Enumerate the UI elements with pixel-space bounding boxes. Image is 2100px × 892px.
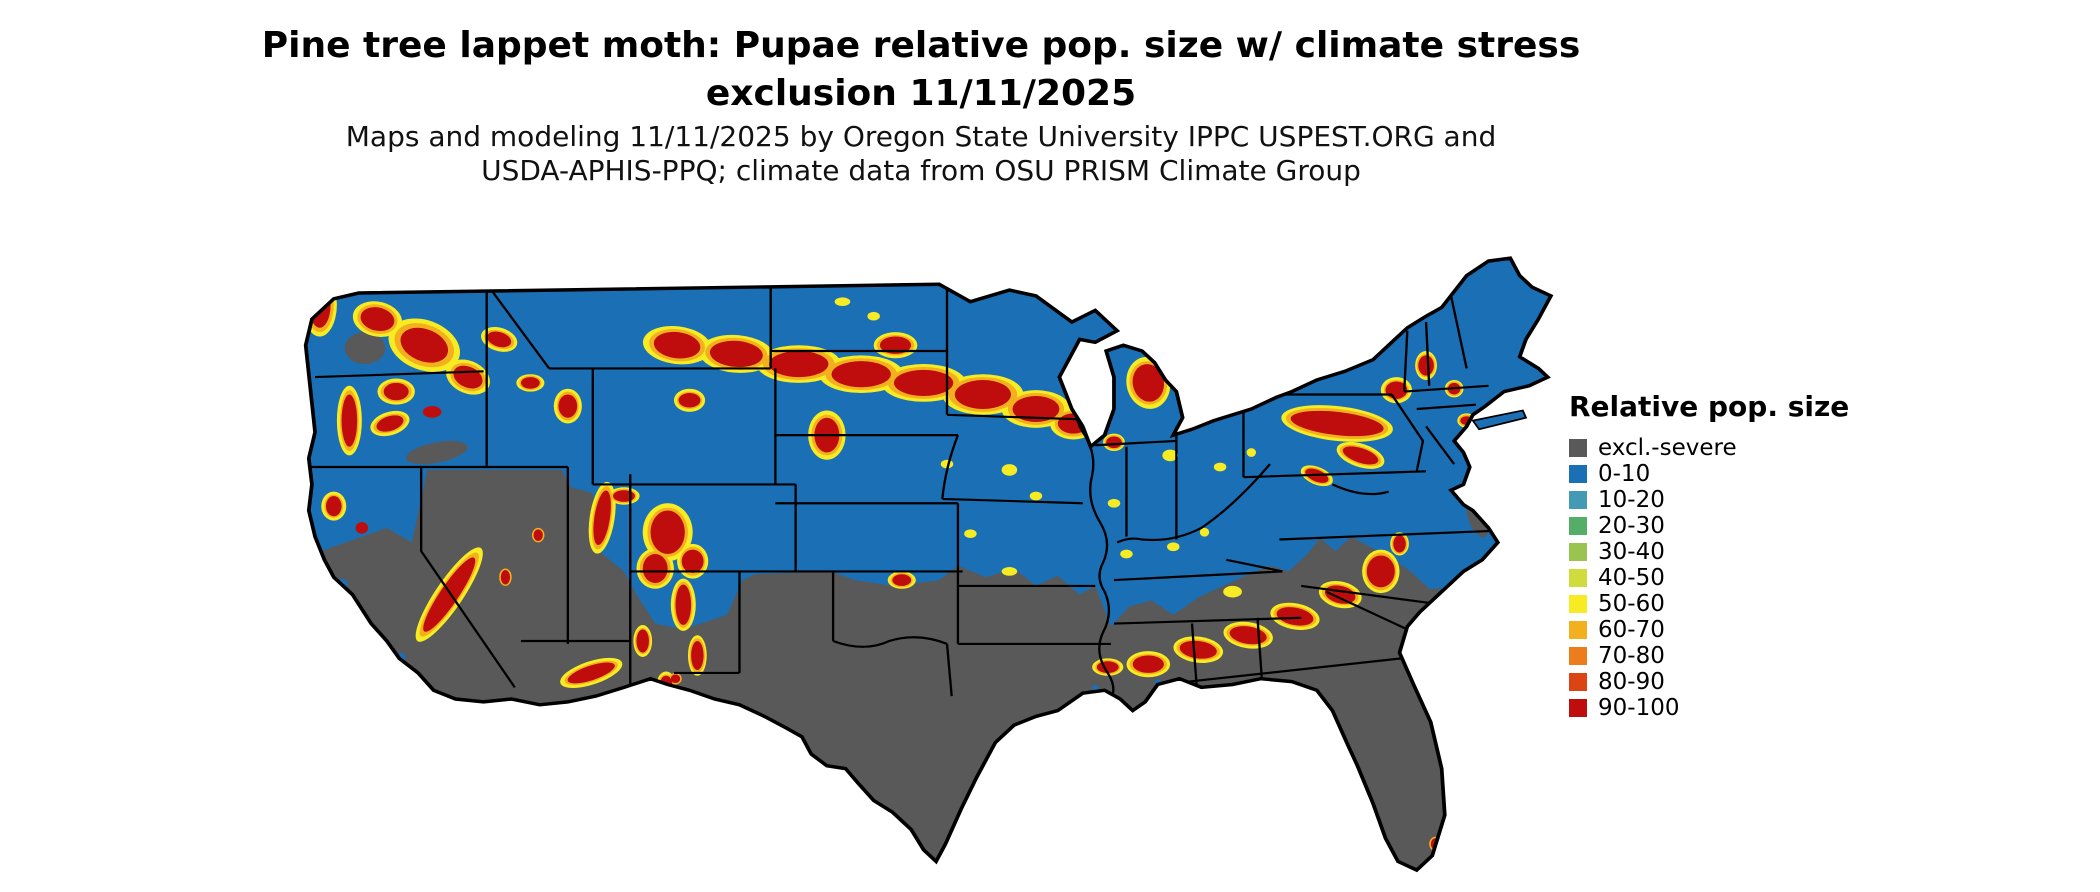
legend: Relative pop. size excl.-severe 0-10 10-… [1569,390,1849,721]
legend-row-0-10: 0-10 [1569,461,1849,487]
legend-swatch-80-90 [1569,673,1587,691]
legend-label-50-60: 50-60 [1598,591,1665,617]
map-subtitle-line2: USDA-APHIS-PPQ; climate data from OSU PR… [481,154,1361,188]
legend-swatch-excl-severe [1569,439,1587,457]
legend-swatch-50-60 [1569,595,1587,613]
legend-row-70-80: 70-80 [1569,643,1849,669]
map-fill-layers [305,258,1551,871]
map-title-line2: exclusion 11/11/2025 [705,72,1137,114]
legend-row-30-40: 30-40 [1569,539,1849,565]
legend-swatch-60-70 [1569,621,1587,639]
legend-swatch-0-10 [1569,465,1587,483]
legend-row-10-20: 10-20 [1569,487,1849,513]
map-title-line1: Pine tree lappet moth: Pupae relative po… [261,25,1581,66]
legend-row-50-60: 50-60 [1569,591,1849,617]
legend-label-90-100: 90-100 [1598,695,1680,721]
legend-label-excl-severe: excl.-severe [1598,435,1737,461]
legend-row-90-100: 90-100 [1569,695,1849,721]
map-subtitle-line1: Maps and modeling 11/11/2025 by Oregon S… [345,120,1497,153]
us-map [159,206,1657,892]
legend-row-20-30: 20-30 [1569,513,1849,539]
map-subtitle: Maps and modeling 11/11/2025 by Oregon S… [0,120,1842,188]
legend-label-0-10: 0-10 [1598,461,1651,487]
map-title: Pine tree lappet moth: Pupae relative po… [0,22,1842,117]
legend-label-20-30: 20-30 [1598,513,1665,539]
legend-label-40-50: 40-50 [1598,565,1665,591]
legend-row-60-70: 60-70 [1569,617,1849,643]
legend-swatch-10-20 [1569,491,1587,509]
legend-label-30-40: 30-40 [1598,539,1665,565]
legend-row-excl-severe: excl.-severe [1569,435,1849,461]
legend-label-60-70: 60-70 [1598,617,1665,643]
long-island [1471,409,1528,431]
legend-swatch-70-80 [1569,647,1587,665]
legend-label-70-80: 70-80 [1598,643,1665,669]
legend-label-80-90: 80-90 [1598,669,1665,695]
legend-swatch-90-100 [1569,699,1587,717]
legend-row-40-50: 40-50 [1569,565,1849,591]
legend-swatch-20-30 [1569,517,1587,535]
legend-title: Relative pop. size [1569,390,1850,423]
state-borders [310,285,1495,717]
legend-swatch-30-40 [1569,543,1587,561]
us-map-svg [303,256,1554,873]
legend-swatch-40-50 [1569,569,1587,587]
us-outline [303,256,1554,873]
legend-label-10-20: 10-20 [1598,487,1665,513]
legend-row-80-90: 80-90 [1569,669,1849,695]
